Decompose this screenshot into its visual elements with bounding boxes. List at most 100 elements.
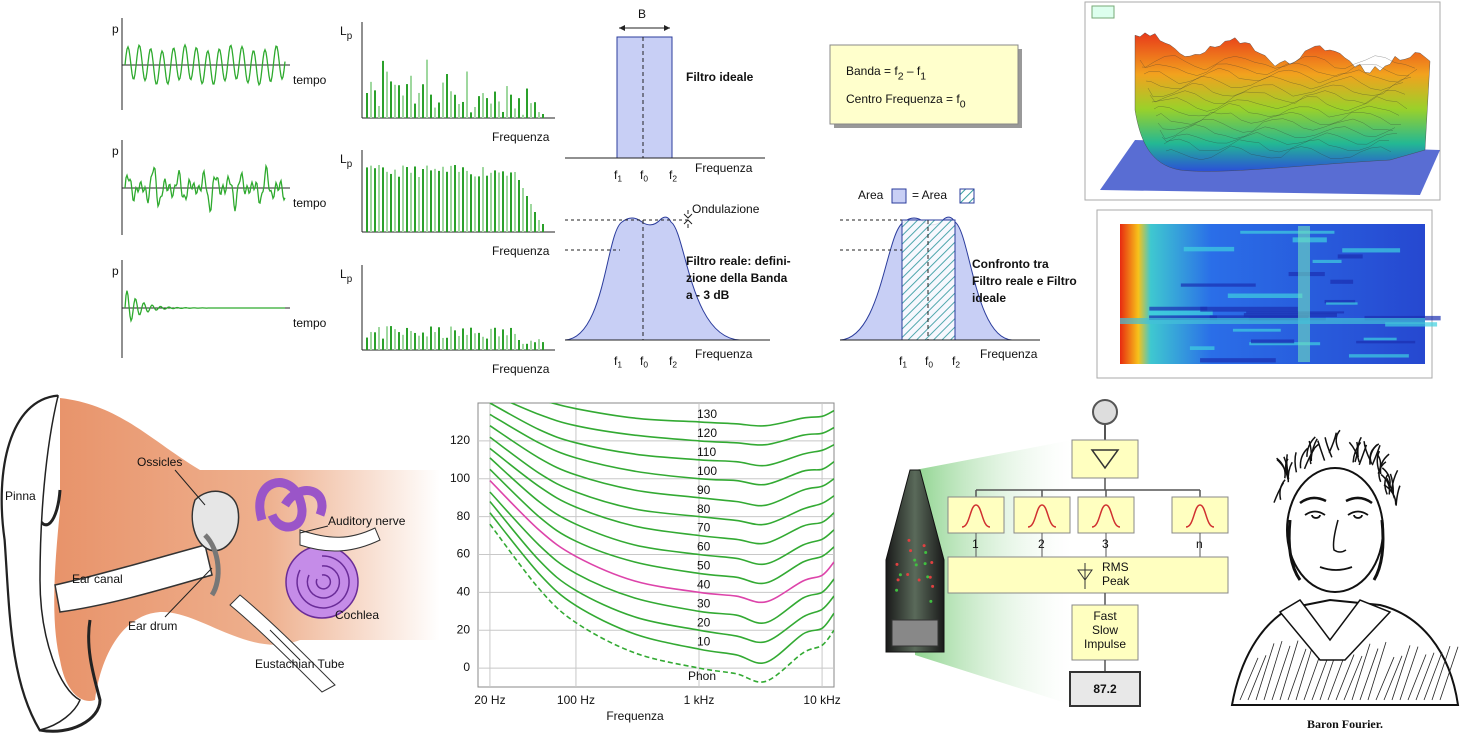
axis-label: Lp — [340, 24, 353, 42]
meter-screen — [892, 620, 938, 646]
hair — [1280, 480, 1285, 500]
filter-title: Filtro ideale — [686, 70, 754, 84]
ear-label: Eustachian Tube — [255, 657, 345, 671]
meter-dot — [926, 575, 929, 578]
curve-label: 90 — [697, 483, 711, 497]
filter-box — [948, 497, 1004, 533]
axis-label: tempo — [293, 196, 327, 210]
legend-swatch — [960, 189, 974, 203]
axis-label: Frequenza — [695, 347, 753, 361]
spectrogram-streak — [1338, 254, 1363, 258]
unit-label: Phon — [688, 669, 716, 683]
y-tick-label: 20 — [457, 622, 471, 636]
formula-box — [830, 45, 1018, 124]
freq-label: f0 — [925, 354, 933, 370]
spectrogram-streak — [1330, 280, 1353, 284]
axis-label: p — [112, 22, 119, 36]
axis-label: Frequenza — [980, 347, 1038, 361]
subscript: 1 — [617, 174, 622, 184]
spectrogram-streak — [1364, 338, 1397, 341]
curve-label: 120 — [697, 426, 717, 440]
meter-dot — [897, 578, 900, 581]
filter-title: Filtro reale: defini- — [686, 254, 791, 268]
axis-label: Frequenza — [492, 244, 550, 258]
meter-dot — [909, 549, 912, 552]
hair — [1310, 444, 1319, 464]
axis-label: Frequenza — [695, 161, 753, 175]
hair — [1385, 474, 1388, 494]
hair — [1396, 486, 1400, 506]
text-part: Centro Frequenza = f — [846, 92, 960, 106]
subscript: 1 — [902, 360, 907, 370]
ideal-band — [617, 37, 672, 158]
filter-label: 2 — [1038, 537, 1045, 551]
waveform — [125, 166, 285, 211]
axis-label: Lp — [340, 267, 353, 285]
y-tick-label: 100 — [450, 471, 470, 485]
hair — [1358, 437, 1362, 457]
waveform — [125, 291, 285, 321]
curve-label: 110 — [697, 445, 716, 459]
ripple-marker — [684, 210, 692, 228]
text-part: Banda = f — [846, 64, 898, 78]
freq-label: f0 — [640, 354, 648, 370]
text-part: – f — [904, 64, 921, 78]
subscript: 0 — [928, 360, 933, 370]
detector-label: RMS — [1102, 560, 1129, 574]
spectrogram-streak — [1184, 247, 1234, 251]
filter-title: zione della Banda — [686, 271, 788, 285]
axis-label: Frequenza — [492, 130, 550, 144]
spectrogram-streak — [1244, 313, 1337, 317]
hair — [1377, 451, 1379, 471]
curve-label: 10 — [697, 634, 711, 648]
meter-dot — [923, 544, 926, 547]
microphone — [1093, 400, 1117, 424]
curve-label: 30 — [697, 596, 711, 610]
legend-label: = Area — [912, 188, 947, 202]
x-tick-label: 100 Hz — [557, 693, 595, 707]
subscript: 0 — [643, 360, 648, 370]
y-tick-label: 60 — [457, 547, 471, 561]
filter-title: ideale — [972, 291, 1006, 305]
hair — [1288, 462, 1292, 482]
ear-label: Pinna — [5, 489, 36, 503]
legend-swatch — [892, 189, 906, 203]
spectrogram-streak — [1240, 231, 1334, 234]
meter-dot — [930, 561, 933, 564]
freq-label: f2 — [669, 168, 677, 184]
ear-label: Ear canal — [72, 572, 123, 586]
spectrogram-streak — [1246, 311, 1344, 313]
y-tick-label: 0 — [463, 660, 470, 674]
axis-label: p — [112, 144, 119, 158]
meter-dot — [899, 573, 902, 576]
ear-label: Auditory nerve — [328, 514, 406, 528]
waterfall-badge — [1092, 6, 1114, 18]
subscript: 2 — [672, 360, 677, 370]
subscript: 0 — [960, 98, 966, 110]
curve-label: 70 — [697, 521, 711, 535]
curve-label: 130 — [697, 407, 717, 421]
x-tick-label: 1 kHz — [684, 693, 715, 707]
spectrogram-band — [1298, 226, 1310, 362]
meter-dot — [924, 551, 927, 554]
curve-label: 60 — [697, 540, 711, 554]
subscript: 1 — [920, 70, 926, 82]
filter-title: Filtro reale e Filtro — [972, 274, 1077, 288]
subscript: p — [347, 159, 353, 170]
plot-area — [478, 403, 834, 687]
ear-label: Ear drum — [128, 619, 177, 633]
hair — [1318, 441, 1325, 461]
x-tick-label: 10 kHz — [803, 693, 840, 707]
subscript: p — [347, 31, 353, 42]
meter-dot — [907, 539, 910, 542]
ear-label: Cochlea — [335, 608, 379, 622]
filter-title: Confronto tra — [972, 257, 1049, 271]
collage: ptempoptempoptempoLpFrequenzaLpFrequenza… — [0, 0, 1462, 736]
spectrogram-streak — [1251, 339, 1294, 343]
subscript: 1 — [617, 360, 622, 370]
hair — [1295, 452, 1296, 472]
curve-label: 20 — [697, 615, 711, 629]
y-tick-label: 80 — [457, 509, 471, 523]
filter-label: 3 — [1102, 537, 1109, 551]
curve-label: 40 — [697, 578, 711, 592]
